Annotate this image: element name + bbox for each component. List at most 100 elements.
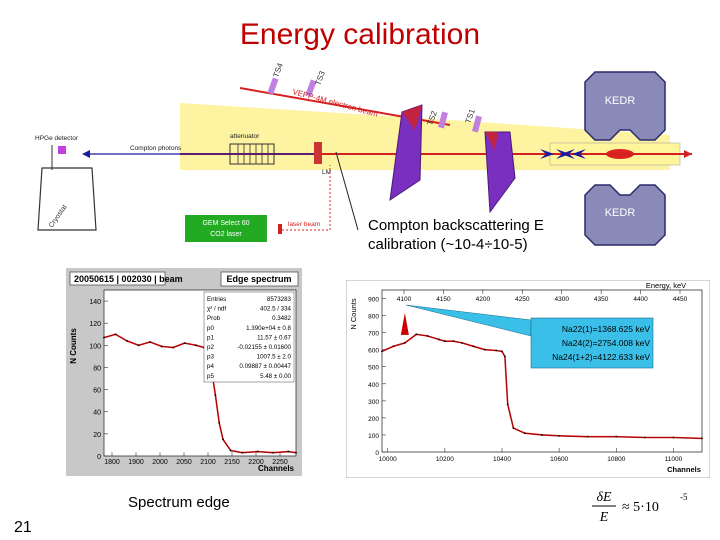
data-point: [149, 341, 151, 343]
y-tick-label: 300: [368, 399, 379, 406]
laser-beam-path: [282, 165, 331, 231]
data-point: [438, 338, 441, 341]
data-point: [541, 434, 543, 436]
stats-value: -0.02155 ± 0.01600: [237, 344, 291, 351]
stats-key: Entries: [207, 296, 226, 303]
attenuator: [229, 143, 275, 165]
data-point: [615, 435, 618, 438]
annotation-na24-sum: Na24(1+2)=4122.633 keV: [552, 352, 650, 362]
right-y-label: N Counts: [349, 298, 358, 330]
y-tick-label: 40: [93, 410, 101, 417]
left-y-label: N Counts: [69, 328, 78, 364]
data-point: [295, 451, 297, 454]
data-point: [426, 335, 429, 337]
formula-denominator: E: [599, 510, 609, 525]
x-tick-label: 10800: [607, 456, 625, 463]
y-tick-label: 800: [368, 314, 379, 321]
energy-tick-label: 4450: [673, 296, 688, 303]
data-point: [287, 450, 290, 453]
stats-value: 0.3482: [272, 315, 291, 322]
stats-value: 1.390e+04 ± 0.8: [246, 325, 291, 332]
stats-value: 11.57 ± 0.67: [257, 334, 291, 341]
y-tick-label: 140: [89, 299, 101, 306]
stats-box: [203, 291, 295, 383]
data-point: [461, 341, 463, 344]
data-point: [558, 434, 561, 437]
data-point: [126, 340, 128, 342]
x-tick-label: 2250: [272, 459, 288, 466]
y-tick-label: 700: [368, 331, 379, 338]
data-point: [472, 345, 475, 348]
data-point: [672, 436, 675, 439]
laser-beam-label: laser beam: [288, 221, 320, 228]
y-tick-label: 0: [97, 454, 101, 461]
ts3-label: TS3: [313, 69, 327, 86]
energy-tick-label: 4200: [476, 296, 491, 303]
data-point: [229, 449, 232, 452]
data-point: [643, 436, 646, 439]
slide-number: 21: [14, 519, 32, 536]
data-point: [506, 403, 509, 406]
kedr-detector: [549, 71, 681, 246]
data-point: [241, 451, 244, 454]
stats-key: Prob: [207, 315, 221, 322]
x-tick-label: 10000: [379, 456, 397, 463]
data-point: [272, 451, 274, 454]
data-point: [103, 336, 105, 339]
x-tick-label: 10200: [436, 456, 454, 463]
x-tick-label: 1800: [104, 459, 120, 466]
peak-marker: [400, 312, 409, 335]
formula-exponent: -5: [680, 492, 688, 502]
x-tick-label: 10400: [493, 456, 511, 463]
slide-title: Energy calibration: [239, 18, 481, 51]
annotation-na22: Na22(1)=1368.625 keV: [562, 324, 650, 334]
data-point: [403, 341, 406, 344]
laser-sub-label: CO2 laser: [210, 231, 242, 238]
x-tick-label: 1900: [128, 459, 144, 466]
data-point: [183, 342, 186, 345]
data-point: [501, 350, 503, 353]
data-point: [392, 345, 395, 348]
y-tick-label: 80: [93, 365, 101, 372]
data-point: [218, 421, 221, 424]
stats-value: 0.09887 ± 0.00447: [239, 363, 291, 370]
x-tick-label: 10600: [550, 456, 568, 463]
y-tick-label: 60: [93, 388, 101, 395]
data-point: [452, 340, 455, 343]
attenuator-label: attenuator: [230, 133, 260, 140]
cryostat: [37, 167, 97, 231]
magnet-ts2: [484, 131, 516, 214]
data-point: [503, 355, 506, 358]
annotation-na24-2: Na24(2)=2754.008 keV: [562, 338, 650, 348]
stats-key: p3: [207, 354, 214, 361]
x-tick-label: 2000: [152, 459, 168, 466]
stats-key: p5: [207, 373, 214, 380]
y-tick-label: 400: [368, 382, 379, 389]
stats-value: 402.5 / 334: [260, 306, 292, 313]
resolution-formula: δE E ≈ 5·10 -5: [592, 490, 688, 525]
y-tick-label: 100: [368, 433, 379, 440]
hpge-label: HPGe detector: [35, 135, 79, 142]
data-point: [415, 333, 418, 336]
y-tick-label: 100: [89, 343, 101, 350]
lm-mirror: [314, 142, 322, 164]
data-point: [381, 350, 383, 353]
y-tick-label: 500: [368, 365, 379, 372]
y-tick-label: 200: [368, 416, 379, 423]
formula-approx: ≈ 5·10: [622, 500, 659, 515]
stats-key: p1: [207, 334, 214, 341]
data-point: [214, 394, 217, 397]
left-x-label: Channels: [258, 464, 295, 473]
y-tick-label: 120: [89, 321, 101, 328]
pointer-line: [335, 151, 359, 231]
x-tick-label: 2100: [200, 459, 216, 466]
kedr-top-label: KEDR: [605, 95, 636, 107]
data-point: [586, 435, 589, 438]
stats-key: p2: [207, 344, 214, 351]
compton-photons-label: Compton photons: [130, 145, 182, 152]
data-point: [443, 340, 446, 343]
data-point: [495, 349, 498, 352]
stats-key: p0: [207, 325, 214, 332]
energy-tick-label: 4150: [436, 296, 451, 303]
energy-tick-label: 4250: [515, 296, 530, 303]
